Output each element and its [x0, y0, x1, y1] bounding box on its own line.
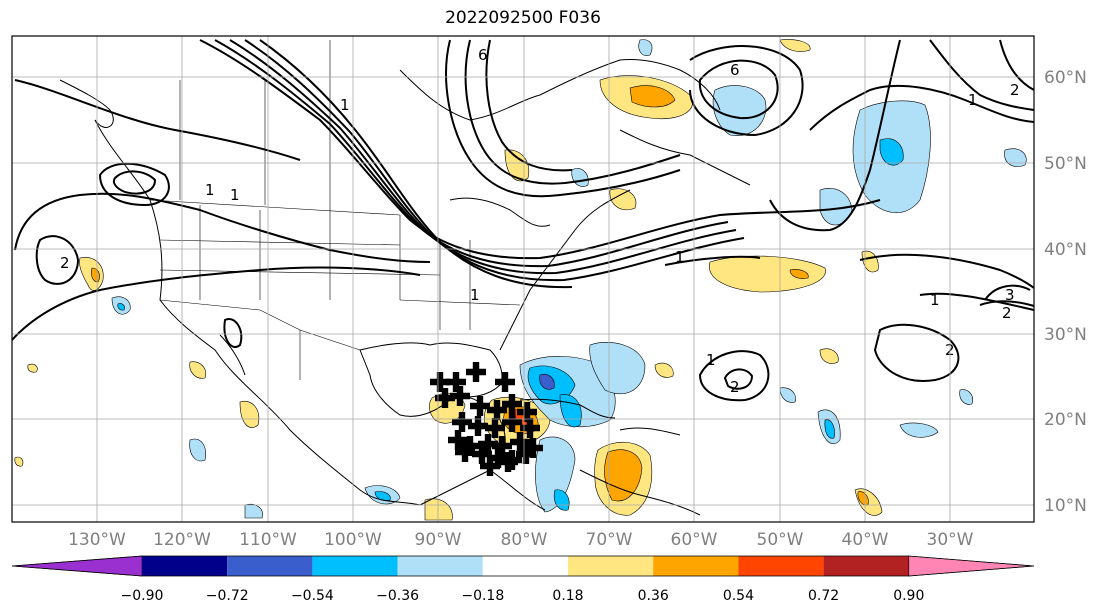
colorbar-segment: [312, 556, 398, 576]
shaded-fields: [14, 39, 1027, 521]
colorbar-segment: [142, 556, 228, 576]
plus-marker: [516, 444, 536, 464]
plus-marker: [470, 396, 490, 416]
contour-label: 1: [205, 181, 215, 199]
plus-marker: [498, 452, 518, 472]
political-borders: [149, 40, 521, 380]
plus-marker: [520, 418, 540, 438]
contour-label: 2: [1002, 304, 1012, 322]
lon-label: 40°W: [842, 530, 889, 550]
plus-marker: [435, 388, 455, 408]
contour-label: 2: [60, 254, 70, 272]
plus-marker: [460, 436, 480, 456]
plus-marker: [430, 372, 450, 392]
plus-marker: [495, 372, 515, 392]
lon-label: 120°W: [153, 530, 211, 550]
lat-label: 60°N: [1044, 68, 1087, 88]
plus-marker: [502, 394, 522, 414]
plus-marker: [502, 412, 522, 432]
lon-label: 130°W: [68, 530, 126, 550]
lat-label: 10°N: [1044, 496, 1087, 516]
plus-marker: [480, 456, 500, 476]
colorbar-segment: [568, 556, 654, 576]
contour-label: 6: [478, 46, 488, 64]
plus-marker: [450, 386, 470, 406]
plus-marker: [455, 442, 475, 462]
contour-label: 1: [340, 96, 350, 114]
colorbar-ticks: −0.90 −0.72 −0.54 −0.36 −0.18 0.18 0.36 …: [121, 588, 925, 604]
lat-label: 20°N: [1044, 410, 1087, 430]
colorbar-tick-label: −0.36: [376, 588, 419, 604]
lon-label: 110°W: [239, 530, 297, 550]
contour-label: 1: [930, 291, 940, 309]
lat-label: 40°N: [1044, 240, 1087, 260]
colorbar-segment: [738, 556, 824, 576]
colorbar-tick-label: −0.72: [206, 588, 249, 604]
plus-marker: [487, 400, 507, 420]
colorbar-tick-label: −0.54: [291, 588, 334, 604]
lon-label: 80°W: [501, 530, 548, 550]
colorbar-tick-label: 0.18: [552, 588, 583, 604]
map-frame: [11, 35, 1035, 523]
contour-label: 1: [470, 286, 480, 304]
plus-marker: [488, 448, 508, 468]
colorbar: −0.90 −0.72 −0.54 −0.36 −0.18 0.18 0.36 …: [11, 555, 1035, 604]
storm-track-markers: [430, 362, 543, 476]
contour-label: 1: [968, 91, 978, 109]
coastlines: [59, 59, 751, 516]
plus-marker: [478, 434, 498, 454]
gridlines: [12, 36, 1034, 522]
longitude-labels: 130°W 120°W 110°W 100°W 90°W 80°W 70°W 6…: [68, 530, 974, 550]
plus-marker: [492, 436, 512, 456]
lon-label: 50°W: [757, 530, 804, 550]
colorbar-segment: [482, 556, 568, 576]
colorbar-segment: [653, 556, 739, 576]
contour-label: 1: [675, 248, 685, 266]
colorbar-tick-label: −0.18: [461, 588, 504, 604]
contour-label: 3: [1005, 286, 1015, 304]
lon-label: 30°W: [927, 530, 974, 550]
lon-label: 100°W: [324, 530, 382, 550]
colorbar-extend-low: [11, 555, 143, 577]
plus-marker: [472, 444, 492, 464]
colorbar-tick-label: −0.90: [121, 588, 164, 604]
chart-title: 2022092500 F036: [445, 8, 601, 28]
lat-label: 30°N: [1044, 325, 1087, 345]
plus-marker: [446, 372, 466, 392]
contour-label: 2: [1010, 81, 1020, 99]
colorbar-tick-label: 0.90: [893, 588, 924, 604]
plus-marker: [468, 416, 488, 436]
contour-label: 1: [706, 351, 716, 369]
contour-label: 2: [730, 378, 740, 396]
contour-labels: 6 1 1 1 1 1 2 2 1 6 1 2 1 2 3 2: [60, 46, 1020, 396]
contour-lines: [11, 39, 1035, 402]
lon-label: 60°W: [671, 530, 718, 550]
plus-marker: [466, 362, 486, 382]
plus-marker: [523, 438, 543, 458]
colorbar-segment: [227, 556, 313, 576]
plus-marker: [485, 418, 505, 438]
plus-marker: [448, 430, 468, 450]
lon-label: 70°W: [586, 530, 633, 550]
lat-label: 50°N: [1044, 154, 1087, 174]
lon-label: 90°W: [415, 530, 462, 550]
colorbar-tick-label: 0.54: [723, 588, 754, 604]
colorbar-segment: [397, 556, 483, 576]
colorbar-tick-label: 0.36: [638, 588, 669, 604]
colorbar-extend-high: [908, 555, 1035, 577]
contour-label: 6: [730, 61, 740, 79]
contour-label: 1: [230, 186, 240, 204]
colorbar-tick-label: 0.72: [808, 588, 839, 604]
plus-marker: [517, 402, 537, 422]
colorbar-segment: [823, 556, 909, 576]
plus-marker: [510, 432, 530, 452]
plus-marker: [452, 412, 472, 432]
latitude-labels: 60°N 50°N 40°N 30°N 20°N 10°N: [1044, 68, 1087, 516]
